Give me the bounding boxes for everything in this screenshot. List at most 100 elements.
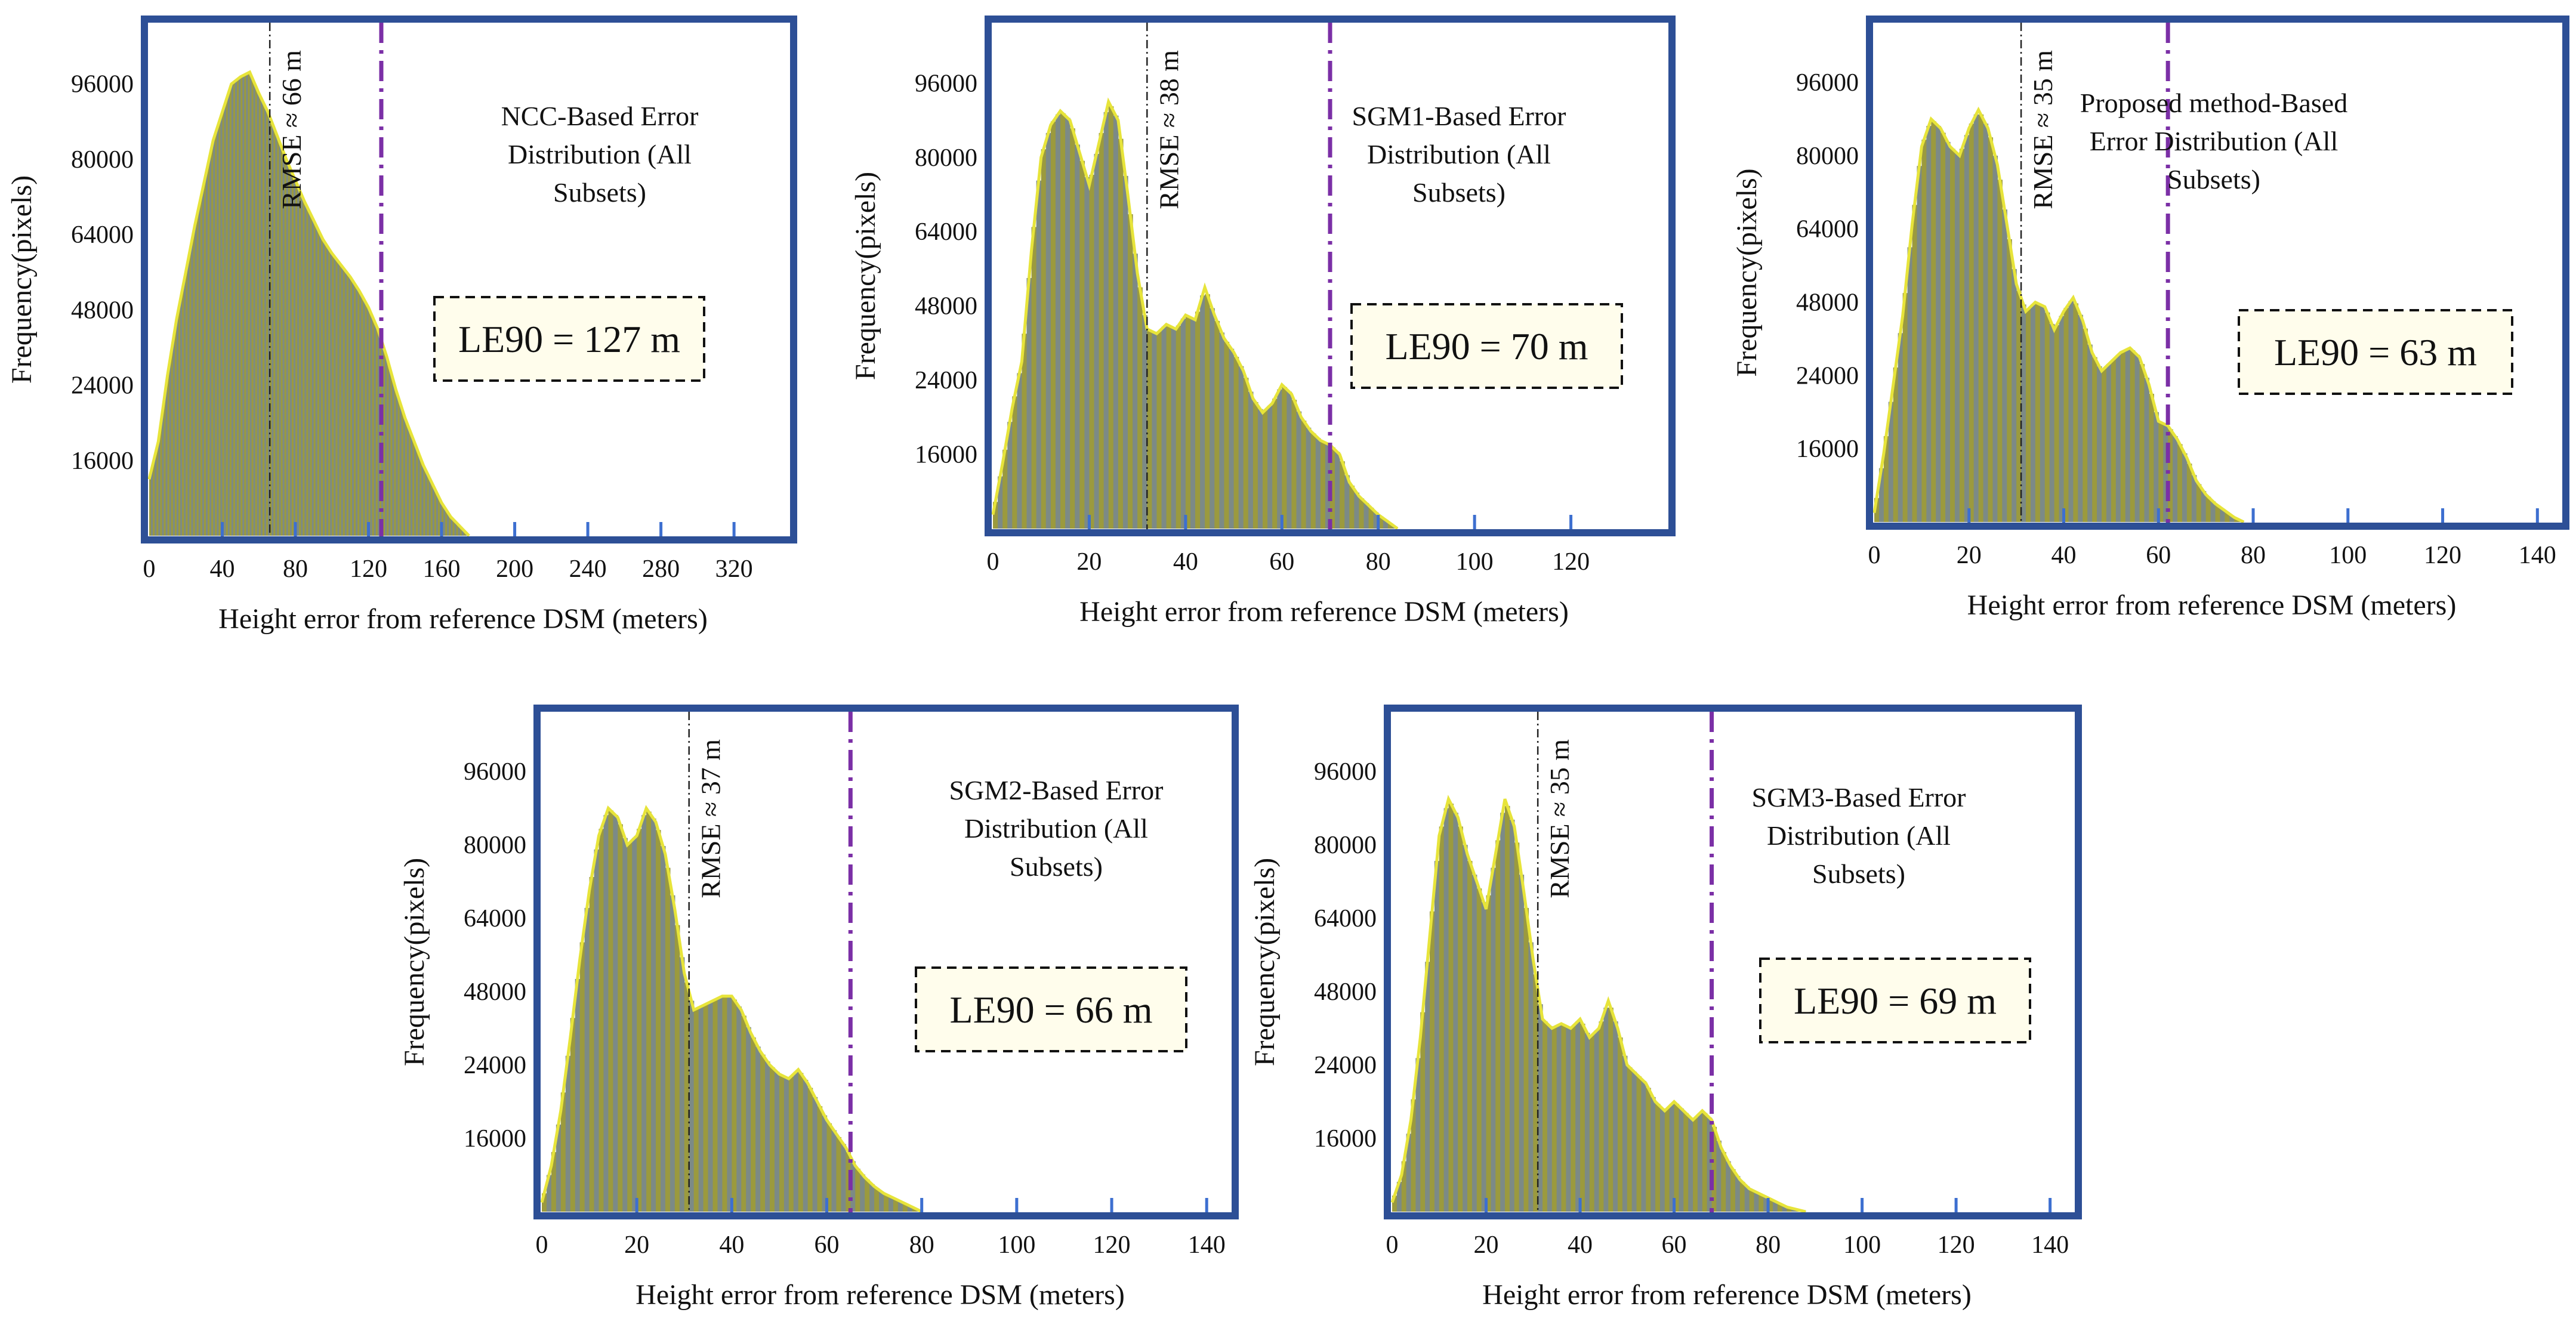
histogram-bar bbox=[1878, 468, 1884, 522]
y-tick-label: 24000 bbox=[1796, 362, 1859, 390]
y-tick-label: 80000 bbox=[915, 144, 977, 172]
histogram-bar bbox=[280, 147, 283, 536]
histogram-bar bbox=[317, 230, 320, 536]
histogram-bar bbox=[1471, 875, 1477, 1212]
histogram-bar bbox=[1335, 452, 1340, 529]
histogram-bar bbox=[584, 907, 590, 1212]
histogram-bar bbox=[660, 846, 666, 1212]
histogram-bar bbox=[1921, 140, 1927, 522]
histogram-bar bbox=[1571, 1026, 1576, 1212]
x-tick-label: 140 bbox=[2031, 1231, 2069, 1259]
histogram-bar bbox=[257, 91, 260, 536]
histogram-bar bbox=[551, 1152, 557, 1212]
histogram-bar bbox=[1768, 1199, 1773, 1212]
histogram-bar bbox=[2054, 325, 2060, 522]
histogram-bar bbox=[454, 521, 457, 536]
x-tick-label: 40 bbox=[1568, 1231, 1593, 1259]
histogram-bar bbox=[1248, 391, 1254, 529]
le90-box bbox=[1759, 958, 2031, 1043]
histogram-bar bbox=[874, 1188, 880, 1212]
histogram-bar bbox=[2163, 424, 2168, 522]
histogram-bar bbox=[1902, 293, 1908, 522]
histogram-bar bbox=[1509, 819, 1515, 1212]
histogram-bar bbox=[1448, 804, 1454, 1212]
histogram-outline bbox=[540, 805, 923, 1213]
histogram-bar bbox=[1415, 1058, 1421, 1212]
histogram-bar bbox=[375, 326, 378, 536]
histogram-bar bbox=[410, 434, 413, 536]
x-tick-label: 20 bbox=[1957, 542, 1982, 569]
histogram-bar bbox=[213, 137, 215, 536]
histogram-bar bbox=[1263, 410, 1268, 529]
histogram-bar bbox=[1026, 278, 1032, 529]
histogram-bar bbox=[2201, 491, 2207, 522]
histogram-bar bbox=[2044, 312, 2050, 522]
histogram-bar bbox=[255, 87, 258, 536]
x-tick-label: 120 bbox=[1938, 1231, 1975, 1259]
histogram-bar bbox=[2035, 303, 2041, 522]
histogram-bar bbox=[560, 1092, 566, 1212]
histogram-bar bbox=[570, 1018, 576, 1212]
le90-box bbox=[1350, 303, 1623, 389]
histogram-bar bbox=[2134, 354, 2140, 522]
histogram-bar bbox=[822, 1115, 828, 1212]
histogram-bar bbox=[1238, 366, 1244, 529]
histogram-bar bbox=[463, 531, 466, 536]
histogram-bar bbox=[235, 80, 237, 536]
histogram-bar bbox=[1133, 254, 1138, 529]
histogram-bar bbox=[1542, 1021, 1548, 1212]
histogram-bar bbox=[1176, 325, 1181, 529]
histogram-bar bbox=[328, 249, 331, 536]
x-tick-label: 0 bbox=[987, 548, 999, 576]
histogram-bar bbox=[717, 997, 723, 1212]
y-tick-label: 64000 bbox=[915, 218, 977, 246]
histogram-bar bbox=[452, 520, 455, 536]
histogram-bar bbox=[755, 1046, 761, 1212]
histogram-bar bbox=[798, 1073, 804, 1212]
histogram-bar bbox=[1296, 411, 1302, 529]
histogram-bar bbox=[246, 73, 248, 536]
le90-label: LE90 = 66 m bbox=[949, 989, 1152, 1031]
histogram-bar bbox=[1330, 447, 1335, 529]
y-axis-label: Frequency(pixels) bbox=[6, 175, 38, 384]
histogram-bar bbox=[1688, 1117, 1693, 1212]
x-axis-label: Height error from reference DSM (meters) bbox=[1967, 589, 2457, 621]
histogram-bar bbox=[1528, 942, 1534, 1212]
histogram-bar bbox=[401, 409, 404, 536]
histogram-bar bbox=[1411, 1099, 1416, 1212]
histogram-bar bbox=[1287, 391, 1292, 529]
histogram-bar bbox=[1514, 842, 1520, 1212]
plot-frame bbox=[985, 16, 1676, 536]
histogram-bar bbox=[1383, 520, 1389, 529]
histogram-bar bbox=[359, 292, 362, 536]
histogram-bar bbox=[1277, 389, 1282, 529]
histogram-bars bbox=[1874, 114, 2244, 523]
histogram-bar bbox=[2196, 484, 2202, 522]
histogram-bar bbox=[618, 824, 623, 1212]
histogram-bar bbox=[1156, 331, 1162, 529]
histogram-bar bbox=[1608, 1008, 1614, 1212]
histogram-bar bbox=[779, 1075, 785, 1212]
histogram-bar bbox=[167, 370, 170, 536]
histogram-bar bbox=[2130, 350, 2136, 522]
histogram-bar bbox=[1754, 1192, 1759, 1212]
histogram-bar bbox=[365, 302, 368, 536]
histogram-bar bbox=[1200, 295, 1205, 529]
chart-title-line: NCC-Based Error bbox=[501, 101, 699, 131]
histogram-bar bbox=[1679, 1108, 1684, 1212]
histogram-bar bbox=[1711, 1126, 1717, 1212]
histogram-bar bbox=[270, 119, 272, 536]
histogram-bar bbox=[388, 366, 391, 536]
histogram-bar bbox=[1359, 498, 1365, 529]
y-axis-label: Frequency(pixels) bbox=[399, 858, 430, 1066]
chart-title-line: Distribution (All bbox=[1367, 139, 1551, 169]
histogram-bar bbox=[1363, 503, 1369, 529]
chart-title-line: SGM2-Based Error bbox=[949, 775, 1164, 805]
histogram-bar bbox=[1659, 1108, 1665, 1212]
histogram-bar bbox=[354, 283, 356, 536]
plot-frame bbox=[533, 705, 1239, 1219]
histogram-bar bbox=[224, 103, 227, 536]
histogram-bar bbox=[841, 1144, 846, 1212]
histogram-bar bbox=[632, 838, 637, 1212]
